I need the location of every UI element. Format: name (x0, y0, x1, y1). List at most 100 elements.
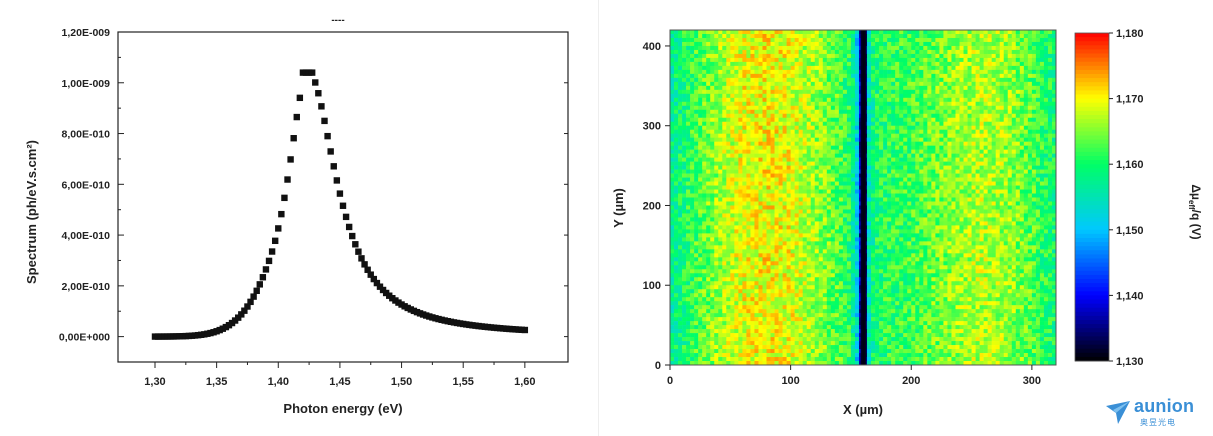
heatmap-cell (838, 105, 844, 111)
heatmap-cell (987, 37, 992, 43)
heatmap-cell (919, 97, 924, 103)
heatmap-cell (935, 73, 940, 79)
heatmap-cell (951, 45, 956, 51)
heatmap-cell (871, 157, 876, 162)
heatmap-cell (682, 149, 687, 154)
heatmap-cell (794, 213, 799, 218)
heatmap-cell (1007, 81, 1013, 87)
heatmap-cell (830, 129, 836, 134)
heatmap-cell (806, 177, 812, 182)
heatmap-cell (971, 217, 976, 222)
heatmap-cell (883, 97, 888, 103)
heatmap-cell (1015, 133, 1021, 138)
heatmap-cell (822, 149, 828, 154)
heatmap-cell (967, 65, 972, 71)
heatmap-cell (1027, 37, 1033, 43)
heatmap-cell (726, 185, 731, 190)
heatmap-cell (1015, 61, 1021, 67)
heatmap-cell (766, 61, 771, 67)
heatmap-cell (903, 133, 908, 138)
heatmap-cell (850, 157, 856, 162)
heatmap-cell (959, 81, 964, 87)
heatmap-cell (899, 85, 904, 91)
heatmap-cell (963, 217, 968, 222)
heatmap-cell (742, 173, 747, 178)
heatmap-cell (951, 217, 956, 222)
heatmap-cell (726, 213, 731, 218)
heatmap-cell (714, 33, 719, 39)
heatmap-cell (1015, 73, 1021, 79)
heatmap-cell (875, 197, 880, 202)
heatmap-cell (682, 197, 687, 202)
heatmap-cell (1027, 33, 1033, 39)
heatmap-cell (770, 65, 775, 71)
heatmap-cell (919, 85, 924, 91)
heatmap-cell (822, 65, 828, 71)
heatmap-cell (774, 197, 779, 202)
heatmap-cell (1019, 177, 1025, 182)
heatmap-cell (742, 97, 747, 103)
heatmap-cell (1011, 33, 1017, 39)
heatmap-cell (778, 177, 783, 182)
heatmap-cell (722, 161, 727, 166)
heatmap-cell (939, 73, 944, 79)
heatmap-cell (730, 53, 735, 59)
heatmap-cell (762, 145, 767, 150)
heatmap-cell (871, 141, 876, 146)
heatmap-cell (991, 117, 996, 123)
heatmap-cell (879, 81, 884, 87)
heatmap-cell (971, 81, 976, 87)
heatmap-cell (854, 165, 860, 170)
heatmap-cell (943, 113, 948, 119)
heatmap-cell (770, 129, 775, 134)
heatmap-cell (758, 181, 763, 186)
heatmap-cell (911, 121, 916, 127)
heatmap-cell (710, 221, 715, 226)
heatmap-cell (951, 197, 956, 202)
heatmap-cell (782, 30, 787, 35)
heatmap-cell (778, 117, 783, 123)
heatmap-cell (746, 89, 751, 95)
heatmap-cell (718, 109, 723, 115)
heatmap-cell (915, 141, 920, 146)
heatmap-cell (867, 141, 872, 146)
heatmap-cell (774, 97, 779, 103)
heatmap-cell (734, 77, 739, 83)
heatmap-cell (722, 41, 727, 47)
heatmap-cell (959, 173, 964, 178)
heatmap-cell (943, 73, 948, 79)
heatmap-cell (710, 225, 715, 230)
heatmap-cell (758, 30, 763, 35)
heatmap-cell (830, 145, 836, 150)
heatmap-cell (710, 37, 715, 43)
heatmap-cell (883, 81, 888, 87)
heatmap-cell (774, 85, 779, 91)
heatmap-cell (842, 225, 848, 230)
heatmap-cell (718, 73, 723, 79)
heatmap-cell (983, 149, 988, 154)
heatmap-cell (963, 141, 968, 146)
heatmap-cell (698, 181, 703, 186)
heatmap-cell (746, 153, 751, 158)
heatmap-cell (838, 65, 844, 71)
heatmap-cell (1031, 101, 1037, 107)
spectrum-point (281, 194, 288, 202)
heatmap-cell (734, 133, 739, 138)
heatmap-cell (899, 109, 904, 115)
heatmap-cell (1051, 185, 1057, 190)
heatmap-cell (818, 45, 824, 51)
heatmap-cell (722, 153, 727, 158)
heatmap-cell (1023, 97, 1029, 103)
heatmap-cell (947, 77, 952, 83)
heatmap-cell (762, 109, 767, 115)
heatmap-cell (834, 53, 840, 59)
heatmap-cell (971, 165, 976, 170)
heatmap-cell (939, 197, 944, 202)
heatmap-cell (726, 157, 731, 162)
heatmap-cell (810, 165, 816, 170)
heatmap-cell (786, 129, 791, 134)
heatmap-cell (806, 45, 812, 51)
heatmap-cell (1051, 101, 1057, 107)
heatmap-cell (782, 213, 787, 218)
heatmap-cell (842, 117, 848, 123)
